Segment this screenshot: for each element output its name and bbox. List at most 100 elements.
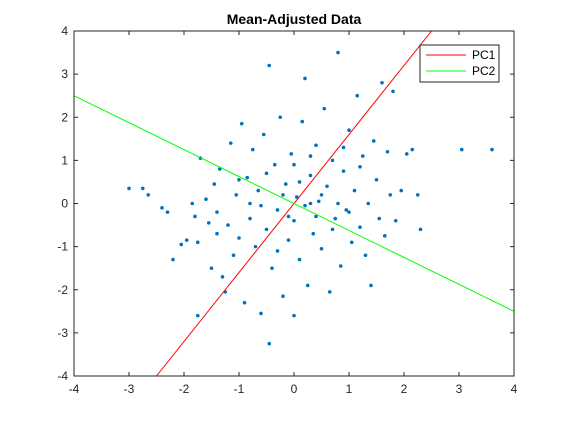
data-point: [127, 186, 131, 191]
data-point: [410, 147, 415, 152]
data-point: [267, 341, 272, 346]
data-point: [270, 266, 274, 270]
x-tick-label: -4: [69, 382, 80, 396]
data-point: [336, 201, 340, 206]
data-point: [314, 143, 318, 148]
data-point: [294, 195, 299, 199]
data-point: [393, 218, 398, 223]
data-point: [347, 210, 351, 214]
data-point: [391, 89, 395, 94]
data-point: [231, 253, 236, 258]
data-point: [327, 290, 332, 294]
data-point: [140, 186, 145, 191]
x-tick-label: 2: [401, 382, 408, 396]
data-point: [314, 214, 318, 219]
data-point: [193, 214, 197, 219]
data-point: [325, 184, 329, 189]
data-point: [278, 115, 283, 120]
y-tick-label: 2: [61, 110, 68, 124]
data-point: [333, 216, 338, 221]
data-point: [165, 210, 170, 214]
data-point: [388, 193, 393, 197]
data-point: [303, 76, 307, 81]
data-point: [316, 199, 321, 204]
data-point: [261, 132, 266, 137]
data-point: [264, 227, 269, 232]
data-point: [190, 201, 195, 206]
x-tick-label: 0: [291, 382, 298, 396]
legend: PC1 PC2: [419, 44, 500, 83]
data-point: [382, 234, 387, 238]
data-point: [369, 283, 373, 288]
data-point: [209, 266, 214, 270]
y-tick-label: 3: [61, 67, 68, 81]
data-point: [297, 257, 302, 262]
data-point: [347, 128, 351, 132]
data-point: [215, 231, 219, 236]
data-point: [360, 154, 365, 158]
x-tick-label: 4: [511, 382, 518, 396]
data-point: [330, 227, 335, 232]
data-point: [311, 231, 316, 236]
data-point: [237, 177, 241, 182]
data-point: [355, 93, 360, 98]
chart-title: Mean-Adjusted Data: [227, 11, 362, 27]
x-tick-label: -1: [234, 382, 245, 396]
data-point: [371, 139, 376, 143]
x-tick-label: -2: [179, 382, 190, 396]
data-point: [275, 208, 280, 212]
data-point: [415, 193, 420, 197]
y-tick-label: -1: [57, 240, 68, 254]
data-point: [171, 257, 175, 262]
data-point: [399, 188, 404, 193]
data-point: [308, 154, 313, 158]
data-point: [341, 145, 346, 150]
data-point: [281, 193, 285, 197]
data-point: [212, 182, 217, 186]
data-point: [179, 242, 184, 247]
y-tick-label: -3: [57, 326, 68, 340]
data-point: [146, 193, 151, 197]
data-point: [297, 180, 302, 184]
y-tick-label: 4: [61, 24, 68, 38]
data-point: [338, 264, 343, 268]
data-point: [322, 106, 327, 111]
data-point: [195, 313, 200, 318]
data-point: [204, 197, 208, 201]
data-point: [264, 171, 269, 176]
data-point: [253, 244, 258, 249]
data-point: [308, 201, 313, 206]
data-point: [242, 300, 247, 305]
data-point: [380, 80, 384, 85]
data-point: [259, 311, 263, 316]
data-point: [215, 210, 219, 214]
legend-entry-pc2: PC2: [472, 64, 496, 78]
data-point: [352, 188, 357, 193]
legend-entry-pc1: PC1: [472, 48, 496, 62]
data-point: [195, 240, 200, 245]
y-tick-label: 1: [61, 153, 68, 167]
data-point: [286, 238, 291, 242]
data-point: [404, 152, 409, 156]
data-point: [275, 249, 280, 253]
data-point: [418, 227, 423, 232]
data-point: [374, 177, 379, 182]
y-tick-label: -2: [57, 283, 68, 297]
y-tick-label: -4: [57, 369, 68, 383]
data-point: [286, 214, 291, 219]
data-point: [300, 119, 305, 124]
x-tick-label: -3: [124, 382, 135, 396]
data-point: [459, 147, 464, 152]
data-point: [308, 173, 313, 178]
series-line-pc2: [73, 95, 515, 312]
data-point: [377, 216, 382, 221]
data-point: [330, 158, 335, 163]
x-tick-label: 3: [456, 382, 463, 396]
data-point: [341, 169, 346, 173]
data-point: [292, 162, 296, 167]
data-point: [184, 238, 189, 242]
data-point: [344, 208, 349, 212]
data-point: [358, 165, 362, 169]
